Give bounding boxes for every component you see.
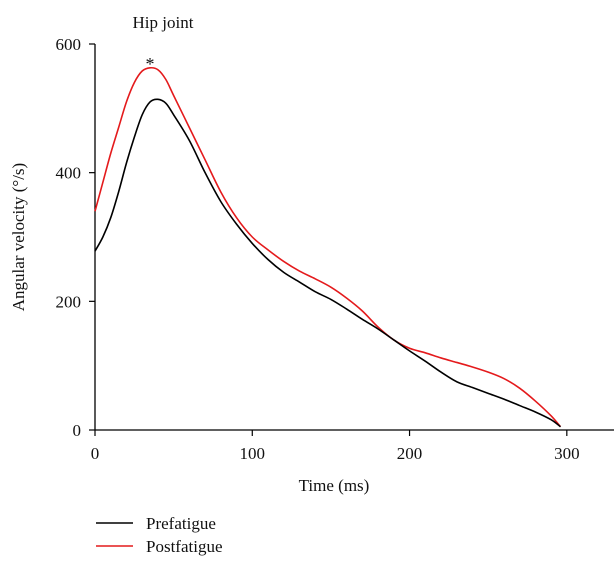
x-axis-label: Time (ms) [299, 476, 370, 495]
legend: Prefatigue Postfatigue [96, 514, 223, 556]
y-tick-label: 600 [56, 35, 82, 54]
chart-title: Hip joint [133, 13, 194, 32]
x-tick-label: 200 [397, 444, 423, 463]
series-lines [94, 66, 562, 428]
y-tick-label: 0 [73, 421, 82, 440]
legend-label-postfatigue: Postfatigue [146, 537, 223, 556]
y-axis-label: Angular velocity (°/s) [9, 163, 28, 311]
x-tick-label: 300 [554, 444, 580, 463]
x-tick-label: 0 [91, 444, 100, 463]
legend-label-prefatigue: Prefatigue [146, 514, 216, 533]
axes: 0 100 200 300 0 200 400 600 [56, 35, 614, 463]
series-line-prefatigue [94, 98, 562, 428]
annotations: * [146, 54, 155, 74]
significance-marker: * [146, 54, 155, 74]
x-tick-label: 100 [240, 444, 266, 463]
series-line-postfatigue [94, 66, 562, 428]
y-tick-label: 200 [56, 292, 82, 311]
y-tick-label: 400 [56, 164, 82, 183]
